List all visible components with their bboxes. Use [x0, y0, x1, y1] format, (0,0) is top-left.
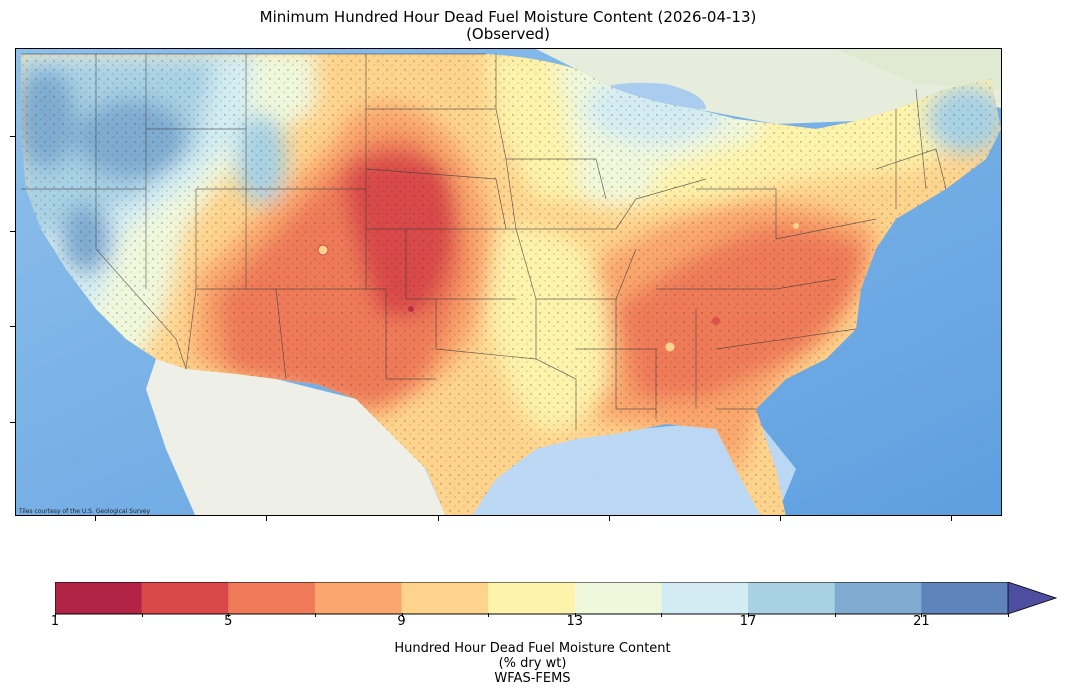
x-axis-tick: [266, 516, 267, 521]
map-panel[interactable]: [15, 48, 1002, 516]
y-axis-tick: [10, 326, 15, 327]
colorbar: [55, 582, 1058, 615]
x-axis-tick: [780, 516, 781, 521]
y-axis-tick: [10, 136, 15, 137]
state-borders: [21, 53, 947, 429]
map-title: Minimum Hundred Hour Dead Fuel Moisture …: [259, 8, 757, 26]
colorbar-frame: [55, 582, 1008, 615]
colorbar-tick-mark: [921, 613, 923, 617]
colorbar-tick-mark: [55, 613, 56, 617]
colorbar-tick-label: 9: [397, 614, 406, 629]
x-axis-tick: [951, 516, 952, 521]
colorbar-bin: [488, 582, 576, 614]
colorbar-tick-mark: [141, 613, 143, 617]
colorbar-bin: [661, 582, 749, 614]
colorbar-label: Hundred Hour Dead Fuel Moisture Content: [394, 641, 671, 656]
colorbar-tick-label: 1: [50, 614, 60, 629]
map-subtitle: (Observed): [466, 25, 550, 43]
y-axis-tick: [10, 231, 15, 232]
x-axis-tick: [438, 516, 439, 521]
colorbar-tick-mark: [314, 613, 316, 617]
mexico-land: [146, 359, 446, 515]
colorbar-tick-mark: [1008, 613, 1009, 617]
x-axis-tick: [95, 516, 96, 521]
y-axis-tick: [10, 422, 15, 423]
colorbar-tick-label: 13: [566, 614, 584, 629]
colorbar-bin: [55, 582, 143, 614]
colorbar-tick-mark: [834, 613, 836, 617]
colorbar-tick-mark: [574, 613, 576, 617]
colorbar-bin: [834, 582, 922, 614]
colorbar-source: WFAS-FEMS: [494, 671, 571, 686]
colorbar-tick-label: 5: [224, 614, 233, 629]
colorbar-tick-label: 17: [739, 614, 757, 629]
colorbar-tick-mark: [228, 613, 230, 617]
colorbar-bin: [921, 582, 1009, 614]
colorbar-tick-mark: [748, 613, 750, 617]
x-axis-tick: [609, 516, 610, 521]
colorbar-tick-mark: [488, 613, 490, 617]
fuel-moisture-map: [16, 49, 1001, 515]
map-attribution: Tiles courtesy of the U.S. Geological Su…: [19, 508, 151, 515]
colorbar-bin: [228, 582, 316, 614]
colorbar-tick-mark: [401, 613, 403, 617]
colorbar-bin: [401, 582, 489, 614]
colorbar-extend-arrow: [1007, 582, 1058, 615]
colorbar-units: (% dry wt): [498, 656, 567, 671]
colorbar-bin: [314, 582, 403, 614]
colorbar-bin: [748, 582, 836, 614]
colorbar-bin: [141, 582, 229, 614]
colorbar-bin: [574, 582, 662, 614]
station-markers: [317, 223, 799, 353]
colorbar-tick-label: 21: [913, 614, 930, 629]
colorbar-tick-mark: [661, 613, 663, 617]
